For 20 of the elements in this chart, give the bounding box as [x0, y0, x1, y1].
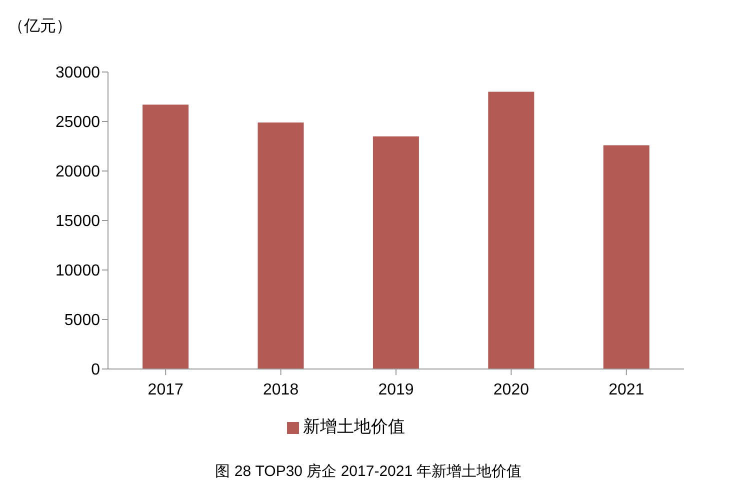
y-axis-title: （亿元）	[8, 17, 72, 37]
bar	[488, 92, 534, 369]
bar	[258, 122, 304, 369]
y-tick-label: 30000	[56, 64, 100, 82]
bar	[372, 136, 419, 369]
x-tick-label: 2018	[263, 381, 299, 398]
x-tick-label: 2020	[493, 381, 530, 398]
y-tick-label: 15000	[56, 213, 100, 230]
x-tick-label: 2021	[608, 381, 644, 398]
y-tick-label: 10000	[56, 262, 100, 280]
bar	[603, 145, 650, 369]
y-tick-label: 5000	[64, 312, 100, 330]
y-tick-label: 20000	[56, 164, 100, 181]
y-tick-label: 25000	[56, 114, 100, 132]
x-tick-label: 2019	[378, 381, 414, 398]
y-tick-label: 0	[91, 362, 100, 379]
text: 图 28 TOP30 房企 2017-2021 年新增土地价值	[214, 462, 523, 481]
bar	[142, 104, 189, 369]
x-tick-label: 2017	[148, 381, 184, 398]
legend-label: 新增土地价值	[303, 417, 405, 436]
